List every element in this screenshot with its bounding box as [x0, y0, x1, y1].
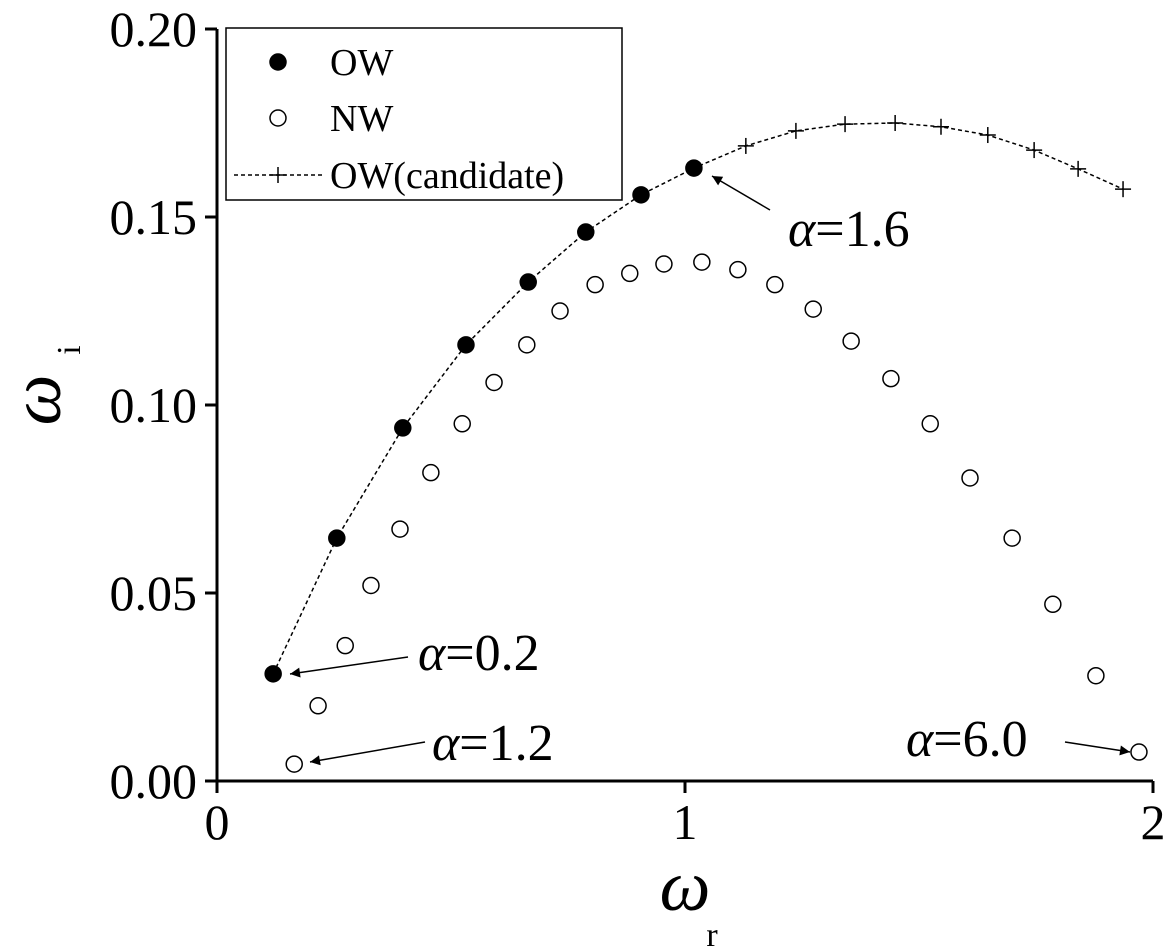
point [621, 264, 639, 283]
annotation-arrow [309, 741, 426, 766]
point [269, 53, 287, 71]
annotation: α=1.2 [432, 715, 554, 772]
point [422, 463, 440, 482]
y-tick-label: 0.00 [110, 753, 198, 809]
annotation-text: =1.2 [459, 715, 553, 772]
y-tick-label: 0.15 [110, 189, 198, 245]
x-label-subscript: r [706, 917, 718, 952]
point [655, 255, 673, 273]
annotation-symbol: α [418, 625, 447, 682]
point [1087, 666, 1105, 685]
point [485, 373, 503, 392]
point [336, 636, 354, 655]
point [309, 697, 327, 715]
point [577, 223, 595, 241]
point [804, 300, 822, 318]
point [518, 336, 536, 354]
point [887, 115, 904, 131]
y-tick-label: 0.05 [110, 565, 198, 621]
point [882, 369, 900, 388]
point [932, 118, 949, 135]
annotation-symbol: α [906, 711, 935, 768]
annotation-text: =6.0 [933, 711, 1027, 768]
point [1026, 142, 1043, 159]
point [1044, 595, 1062, 614]
annotation-arrow [289, 656, 409, 678]
point [632, 186, 650, 204]
point [457, 336, 475, 354]
legend-label: NW [330, 98, 393, 140]
point [1130, 743, 1148, 761]
y-tick-label: 0.20 [110, 1, 198, 57]
x-tick-label: 1 [673, 794, 698, 850]
point [264, 665, 282, 683]
point [961, 469, 979, 487]
point [1070, 160, 1087, 177]
annotation-symbol: α [788, 201, 817, 258]
point [1003, 529, 1021, 547]
point [766, 275, 784, 294]
point [362, 576, 380, 595]
annotation: α=1.6 [788, 201, 910, 258]
point [328, 529, 346, 547]
x-tick-label: 0 [205, 794, 230, 850]
annotation-arrow [1064, 741, 1131, 756]
point [270, 167, 286, 183]
point [787, 122, 804, 139]
annotation: α=6.0 [906, 711, 1028, 768]
annotation-arrow [711, 175, 771, 211]
point [586, 275, 604, 294]
point [842, 332, 860, 350]
y-label-symbol: ω [0, 375, 76, 426]
annotation-text: =1.6 [815, 201, 909, 258]
point [693, 253, 711, 271]
annotation-symbol: α [432, 715, 461, 772]
point [551, 302, 569, 320]
point [685, 159, 703, 177]
annotation: α=0.2 [418, 625, 540, 682]
legend-label: OW [330, 42, 393, 84]
point [837, 116, 854, 133]
point [1115, 181, 1132, 198]
annotation-text: =0.2 [445, 625, 539, 682]
point [285, 755, 303, 773]
point [394, 419, 412, 437]
series-line [272, 122, 1124, 675]
x-label-symbol: ω [660, 846, 711, 926]
y-tick-label: 0.10 [110, 377, 198, 433]
point [519, 273, 537, 291]
legend-box [225, 27, 623, 201]
y-label-subscript: i [51, 345, 88, 354]
point [269, 109, 287, 127]
point [391, 520, 409, 538]
x-tick-label: 2 [1141, 794, 1166, 850]
legend-label: OW(candidate) [330, 155, 564, 197]
point [453, 415, 471, 433]
point [737, 137, 754, 154]
point [921, 415, 939, 433]
point [979, 127, 996, 144]
point [729, 260, 747, 279]
